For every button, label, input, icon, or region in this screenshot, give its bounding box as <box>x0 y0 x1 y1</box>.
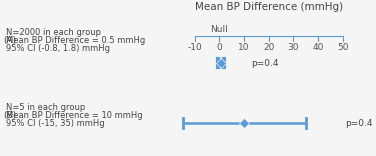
Text: p=0.4: p=0.4 <box>252 58 279 68</box>
Text: N=5 in each group: N=5 in each group <box>6 103 85 112</box>
Text: -10: -10 <box>188 43 202 52</box>
Text: 95% CI (-0.8, 1.8) mmHg: 95% CI (-0.8, 1.8) mmHg <box>6 44 110 53</box>
Text: (B): (B) <box>3 111 16 120</box>
Text: Mean BP Difference (mmHg): Mean BP Difference (mmHg) <box>195 2 343 12</box>
Text: 30: 30 <box>288 43 299 52</box>
Text: Null: Null <box>211 25 228 34</box>
Text: 50: 50 <box>337 43 349 52</box>
Text: Mean BP Difference = 0.5 mmHg: Mean BP Difference = 0.5 mmHg <box>6 36 145 45</box>
Text: (A): (A) <box>3 36 16 45</box>
Text: 40: 40 <box>312 43 324 52</box>
Text: 20: 20 <box>263 43 274 52</box>
Text: p=0.4: p=0.4 <box>345 119 373 127</box>
Text: N=2000 in each group: N=2000 in each group <box>6 28 101 37</box>
Text: 10: 10 <box>238 43 250 52</box>
Text: 95% CI (-15, 35) mmHg: 95% CI (-15, 35) mmHg <box>6 119 105 128</box>
Text: Mean BP Difference = 10 mmHg: Mean BP Difference = 10 mmHg <box>6 111 143 120</box>
Text: 0: 0 <box>217 43 222 52</box>
